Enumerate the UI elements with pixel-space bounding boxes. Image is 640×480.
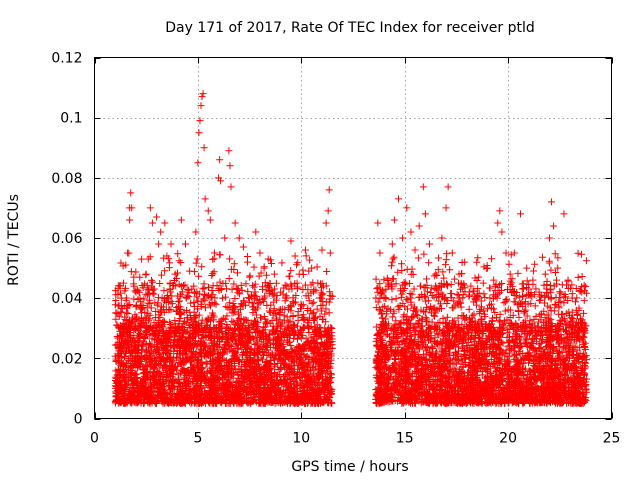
data-point	[388, 296, 396, 304]
data-point	[195, 311, 203, 319]
data-point	[212, 300, 220, 308]
data-point	[150, 290, 158, 298]
data-point	[387, 262, 395, 270]
data-point	[581, 339, 589, 347]
data-point	[302, 252, 310, 260]
data-point	[582, 257, 590, 265]
data-point	[204, 292, 212, 300]
data-point	[531, 260, 539, 268]
data-point	[319, 301, 327, 309]
data-point	[223, 285, 231, 293]
data-point	[226, 299, 234, 307]
data-point	[222, 293, 230, 301]
data-point	[242, 280, 250, 288]
data-point	[198, 263, 206, 271]
data-point	[165, 264, 173, 272]
data-point	[389, 255, 397, 263]
data-point	[219, 294, 227, 302]
data-point	[574, 273, 582, 281]
data-point	[250, 283, 258, 291]
data-point	[251, 288, 259, 296]
data-point	[325, 309, 333, 317]
data-point	[310, 298, 318, 306]
data-point	[136, 273, 144, 281]
data-point	[244, 288, 252, 296]
data-point	[201, 304, 209, 312]
data-point	[287, 267, 295, 275]
data-point	[122, 261, 130, 269]
data-point	[200, 284, 208, 292]
data-point	[216, 278, 224, 286]
data-point	[450, 275, 458, 283]
data-point	[252, 339, 260, 347]
data-point	[398, 260, 406, 268]
data-point	[402, 279, 410, 287]
data-point	[157, 271, 165, 279]
data-point	[117, 259, 125, 267]
data-point	[414, 254, 422, 262]
data-point	[278, 259, 286, 267]
data-point	[267, 260, 275, 268]
data-point	[514, 269, 522, 277]
data-point	[177, 258, 185, 266]
data-point	[582, 283, 590, 291]
data-point	[317, 302, 325, 310]
data-point	[216, 251, 224, 259]
data-point	[322, 305, 330, 313]
data-point	[112, 309, 120, 317]
data-point	[327, 371, 335, 379]
data-point	[175, 297, 183, 305]
data-point	[323, 267, 331, 275]
data-point	[187, 299, 195, 307]
data-point	[164, 292, 172, 300]
data-point	[280, 284, 288, 292]
data-point	[195, 272, 203, 280]
data-point	[313, 263, 321, 271]
chart-title: Day 171 of 2017, Rate Of TEC Index for r…	[165, 20, 535, 36]
data-point	[228, 317, 236, 325]
data-point	[161, 267, 169, 275]
data-point	[156, 280, 164, 287]
data-point	[175, 257, 183, 265]
data-point	[209, 255, 217, 263]
data-point	[231, 295, 239, 303]
data-point	[262, 271, 270, 279]
data-point	[281, 281, 289, 289]
data-point	[397, 293, 405, 301]
data-point	[225, 274, 233, 282]
data-point	[174, 250, 182, 258]
data-point	[138, 255, 146, 263]
data-point	[306, 256, 314, 264]
data-point	[193, 255, 201, 263]
data-point	[318, 307, 326, 315]
data-point	[372, 304, 380, 312]
data-point	[285, 272, 293, 280]
data-point	[191, 268, 199, 276]
data-point	[287, 342, 295, 350]
data-point	[255, 272, 263, 280]
data-point	[305, 297, 313, 305]
data-point	[272, 279, 280, 287]
data-point	[228, 285, 236, 293]
data-point	[237, 281, 245, 289]
data-point	[287, 280, 295, 288]
data-point	[152, 307, 160, 315]
data-point	[250, 263, 258, 271]
data-point	[124, 301, 132, 309]
data-point	[321, 310, 329, 318]
data-point	[226, 255, 234, 263]
data-point	[233, 269, 241, 277]
data-point	[420, 250, 428, 258]
data-point	[175, 298, 183, 306]
data-point	[308, 310, 316, 318]
data-point	[199, 285, 207, 293]
data-point	[160, 287, 168, 295]
data-point	[475, 273, 483, 281]
data-point	[299, 266, 307, 274]
data-points	[111, 90, 591, 407]
